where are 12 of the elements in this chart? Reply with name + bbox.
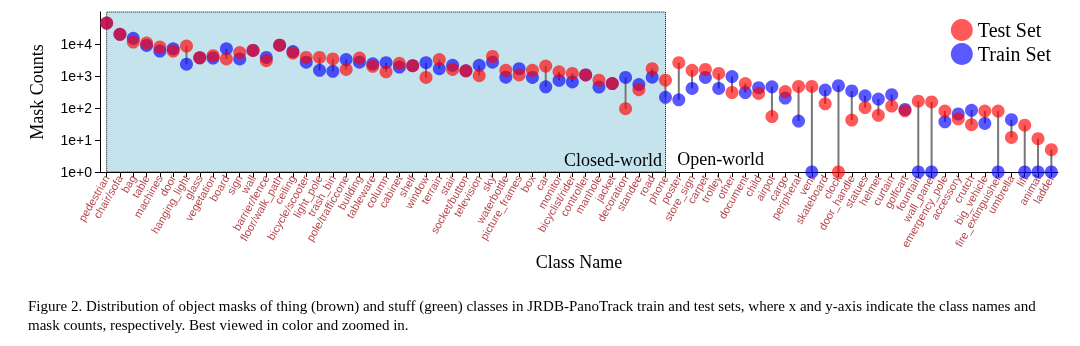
y-tick-label: 1e+4	[60, 36, 93, 52]
band-label: Closed-world	[563, 149, 662, 170]
y-axis-title: Mask Counts	[27, 44, 47, 140]
y-tick-label: 1e+3	[60, 68, 93, 84]
y-tick-label: 1e+2	[60, 100, 93, 116]
y-tick-label: 1e+0	[60, 164, 93, 180]
x-axis-title: Class Name	[535, 251, 623, 272]
y-tick-label: 1e+1	[60, 132, 93, 148]
legend-label: Train Set	[977, 43, 1052, 65]
caption: Figure 2. Distribution of object masks of thing (brown) and stuff (green) classes in JRDB-PanoTrack train and test sets, where x and y-axis indicate the class names and mask counts, respectively. Best viewed in color and zoomed in.	[28, 297, 1040, 333]
annotation: Open-world	[677, 149, 765, 169]
legend-label: Test Set	[977, 19, 1042, 41]
